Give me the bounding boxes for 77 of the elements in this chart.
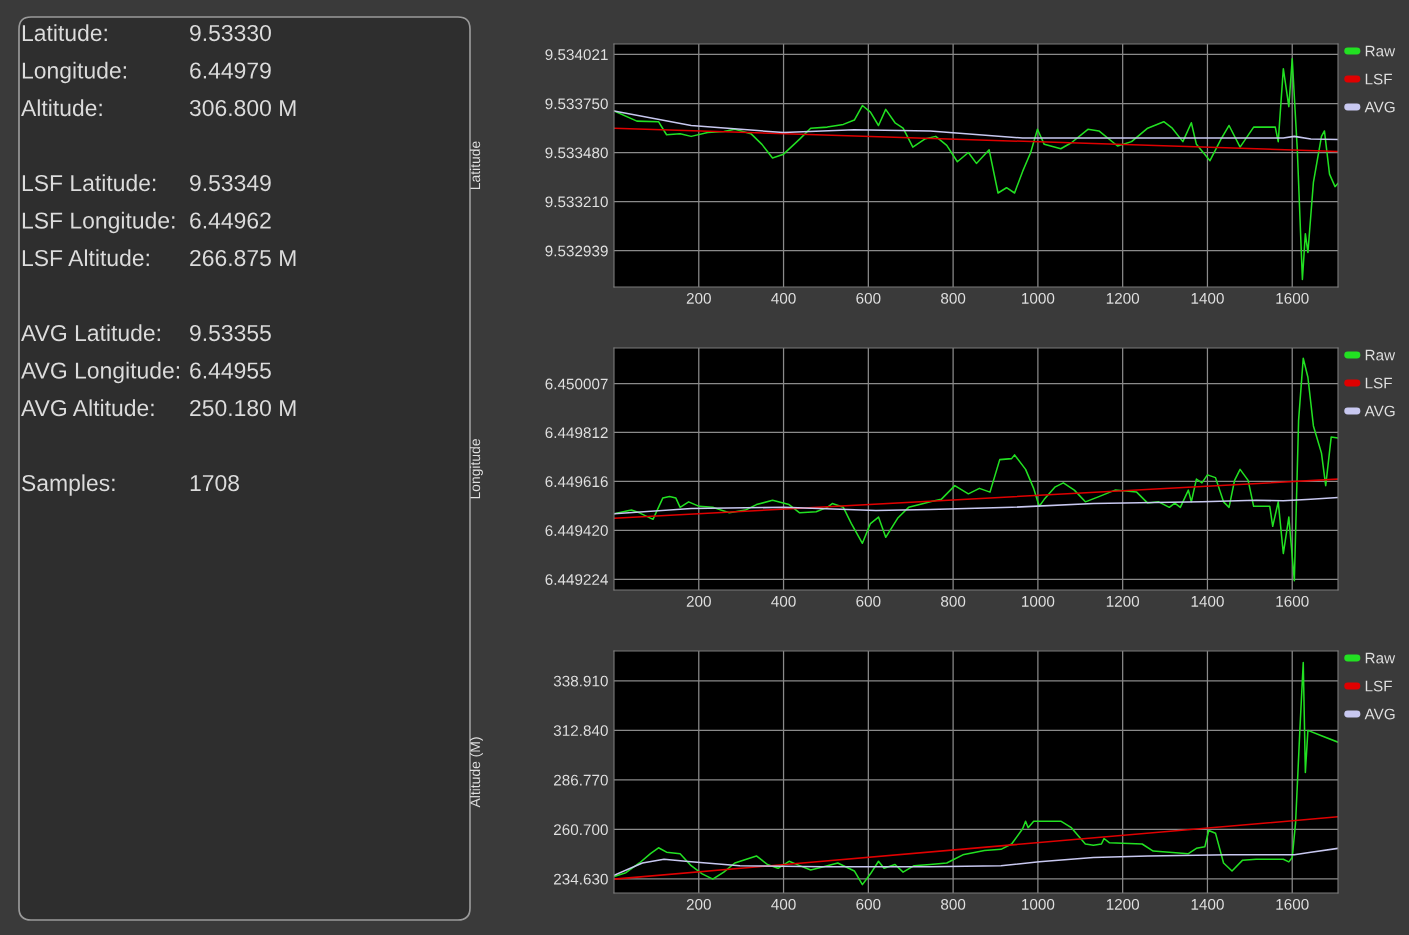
- x-tick-label: 1000: [1022, 898, 1055, 910]
- text: AVG Longitude:: [21, 361, 180, 384]
- x-tick-label: 1400: [1191, 292, 1224, 304]
- text: AVG Altitude:: [21, 399, 154, 417]
- legend-label: AVG: [1364, 101, 1395, 113]
- text: 9.53330: [190, 24, 271, 42]
- text: Latitude:: [22, 24, 107, 42]
- text: 9.53355: [190, 324, 271, 342]
- legend-label: AVG: [1364, 405, 1395, 417]
- legend-label: LSF: [1365, 377, 1392, 389]
- x-tick-label: 1400: [1191, 595, 1224, 607]
- x-tick-label: 800: [941, 595, 966, 607]
- text: LSF Longitude:: [22, 211, 175, 234]
- x-tick-label: 400: [771, 898, 796, 910]
- y-axis-title: Latitude: [469, 141, 481, 190]
- x-tick-label: 1200: [1106, 595, 1140, 607]
- line-series: [614, 661, 1338, 886]
- x-tick-label: 1400: [1191, 898, 1224, 910]
- line-series: [614, 110, 1338, 141]
- legend-label: Raw: [1365, 652, 1396, 664]
- y-tick-label: 9.533210: [545, 196, 608, 208]
- x-tick-label: 1600: [1276, 898, 1309, 910]
- y-tick-label: 9.533480: [545, 147, 608, 159]
- y-tick-label: 286.770: [553, 774, 608, 786]
- legend-label: LSF: [1365, 680, 1392, 692]
- y-tick-label: 9.533750: [545, 98, 608, 110]
- text: 1708: [190, 474, 239, 492]
- y-tick-label: 6.449616: [545, 476, 608, 488]
- x-tick-label: 400: [771, 292, 796, 304]
- text: 6.44962: [190, 212, 271, 229]
- x-tick-label: 600: [856, 898, 881, 910]
- y-tick-label: 9.532939: [545, 245, 608, 257]
- text: Samples:: [22, 474, 115, 496]
- x-tick-label: 200: [686, 595, 711, 607]
- x-tick-label: 400: [771, 595, 796, 607]
- x-tick-label: 1600: [1276, 595, 1309, 607]
- y-axis-title: Altitude (M): [469, 737, 483, 808]
- text: Altitude:: [21, 99, 102, 117]
- y-tick-label: 338.910: [553, 675, 608, 687]
- x-tick-label: 1200: [1106, 898, 1140, 910]
- x-tick-label: 1000: [1022, 292, 1055, 304]
- y-tick-label: 6.449224: [545, 574, 608, 585]
- legend-label: AVG: [1364, 708, 1395, 720]
- x-tick-label: 200: [686, 292, 711, 304]
- x-tick-label: 1000: [1022, 595, 1055, 607]
- text: LSF Altitude:: [22, 249, 149, 267]
- text: Longitude:: [22, 61, 126, 84]
- y-tick-label: 6.450007: [545, 378, 608, 390]
- x-tick-label: 200: [686, 898, 711, 910]
- line-series: [614, 357, 1338, 582]
- y-tick-label: 260.700: [553, 824, 608, 836]
- y-tick-label: 234.630: [553, 873, 608, 885]
- y-tick-label: 9.534021: [545, 49, 608, 61]
- text: 6.44955: [190, 362, 271, 379]
- y-axis-title: Longitude: [469, 439, 483, 499]
- text: 250.180 M: [190, 399, 296, 417]
- y-tick-label: 6.449812: [545, 427, 608, 439]
- line-series: [614, 496, 1338, 515]
- x-tick-label: 1200: [1106, 292, 1140, 304]
- legend-label: LSF: [1365, 73, 1392, 85]
- x-tick-label: 800: [941, 292, 966, 304]
- text: 266.875 M: [190, 249, 296, 267]
- x-tick-label: 600: [856, 595, 881, 607]
- text: 9.53349: [190, 174, 271, 192]
- text: 306.800 M: [189, 99, 296, 117]
- legend-label: Raw: [1365, 349, 1396, 361]
- legend-label: Raw: [1365, 45, 1396, 57]
- x-tick-label: 800: [941, 898, 966, 910]
- line-series: [614, 847, 1338, 877]
- x-tick-label: 600: [856, 292, 881, 304]
- text: AVG Latitude:: [21, 324, 160, 342]
- x-tick-label: 1600: [1276, 292, 1309, 304]
- text: 6.44979: [190, 62, 271, 79]
- y-tick-label: 6.449420: [545, 525, 608, 536]
- text: LSF Latitude:: [22, 174, 156, 192]
- line-series: [614, 58, 1338, 281]
- y-tick-label: 312.840: [553, 725, 608, 737]
